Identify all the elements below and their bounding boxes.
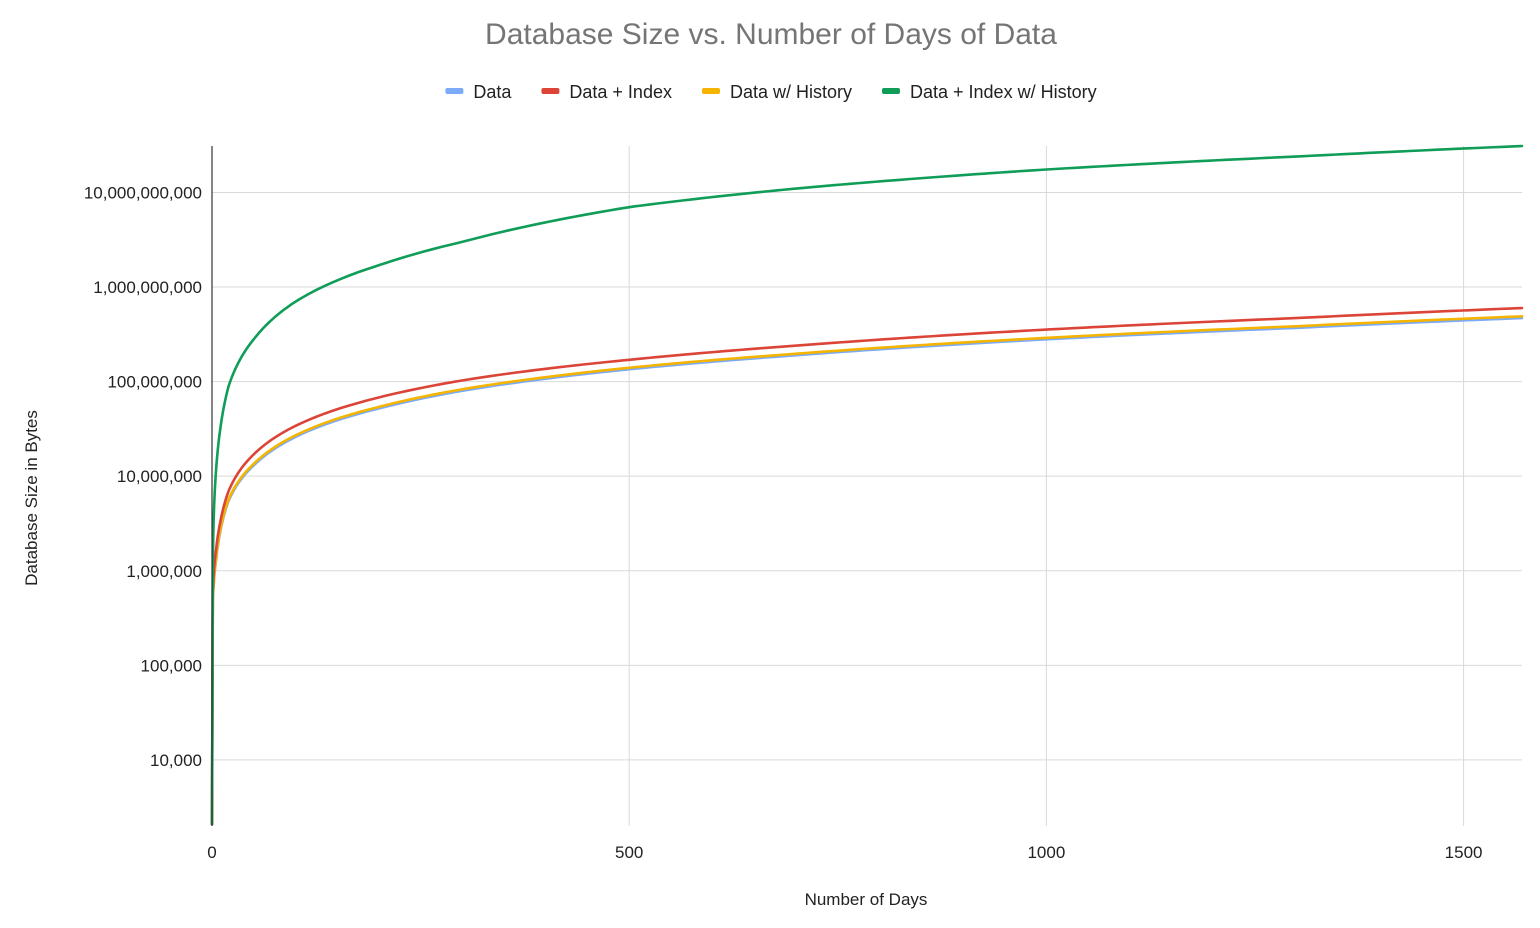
legend-label: Data + Index <box>569 82 672 102</box>
series-line-data-index-w-history <box>210 144 1524 826</box>
legend-swatch <box>445 88 464 94</box>
legend-item: Data <box>445 82 512 102</box>
x-tick-label: 1000 <box>1027 843 1065 862</box>
legend: Data Data + Index Data w/ History Data + In… <box>445 82 1097 102</box>
y-tick-label: 100,000 <box>141 656 202 675</box>
legend-label: Data w/ History <box>730 82 852 102</box>
legend-swatch <box>702 88 720 94</box>
grid <box>212 146 1522 826</box>
legend-label: Data + Index w/ History <box>910 82 1097 102</box>
series-line-data-index <box>210 306 1524 826</box>
y-axis-title: Database Size in Bytes <box>22 410 41 586</box>
tick-labels: 10,000 100,000 1,000,000 10,000,000 100,000,… <box>84 183 1483 862</box>
y-tick-label: 10,000,000,000 <box>84 183 202 202</box>
legend-item: Data w/ History <box>702 82 852 102</box>
legend-swatch <box>882 88 900 94</box>
legend-item: Data + Index <box>541 82 672 102</box>
legend-label: Data <box>473 82 512 102</box>
y-tick-label: 10,000,000 <box>117 467 202 486</box>
x-tick-label: 500 <box>615 843 643 862</box>
y-tick-label: 100,000,000 <box>107 373 202 392</box>
y-tick-label: 1,000,000,000 <box>93 278 202 297</box>
x-tick-label: 1500 <box>1445 843 1483 862</box>
x-tick-label: 0 <box>207 843 216 862</box>
x-axis-title: Number of Days <box>805 890 928 909</box>
chart-title: Database Size vs. Number of Days of Data <box>485 18 1057 51</box>
series-layer <box>210 144 1524 826</box>
legend-swatch <box>541 88 560 94</box>
legend-item: Data + Index w/ History <box>882 82 1097 102</box>
y-tick-label: 10,000 <box>150 751 202 770</box>
y-tick-label: 1,000,000 <box>126 562 202 581</box>
series-line-data-w-history <box>210 315 1524 826</box>
